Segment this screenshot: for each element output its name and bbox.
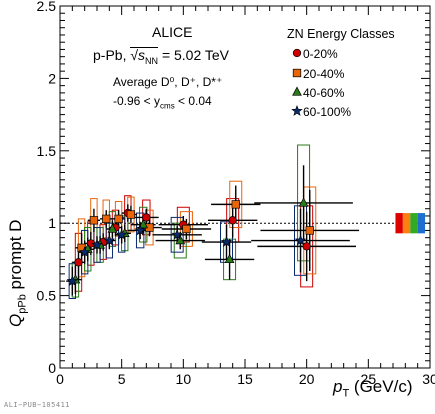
normalization-band	[402, 213, 411, 234]
data-point	[126, 210, 136, 219]
y-tick-label: 0	[48, 360, 56, 376]
legend-label: 40-60%	[303, 86, 345, 100]
x-tick-label: 30	[422, 371, 435, 387]
legend-label: 20-40%	[303, 67, 345, 81]
data-point	[142, 213, 151, 222]
data-point	[224, 253, 235, 264]
x-axis-label: pT (GeV/c)	[333, 377, 413, 400]
legend-marker	[291, 104, 303, 116]
data-point	[107, 223, 118, 233]
normalization-band	[395, 213, 403, 234]
data-point	[298, 197, 309, 207]
data-point	[66, 275, 79, 287]
normalization-band	[417, 213, 426, 234]
legend-label: 60-100%	[303, 105, 352, 119]
data-point	[220, 235, 233, 247]
legend-item-40-60: 40-60%	[303, 86, 344, 100]
data-point	[138, 219, 149, 229]
x-tick-label: 15	[237, 371, 253, 387]
x-tick-label: 25	[361, 371, 377, 387]
experiment-label: ALICE	[152, 24, 193, 40]
publication-id: ALI−PUB−105411	[4, 401, 71, 409]
legend-title: ZN Energy Classes	[287, 27, 395, 41]
data-point	[302, 242, 311, 251]
data-point	[134, 224, 146, 236]
x-tick-label: 10	[176, 371, 192, 387]
particle-label: Average D⁰, D⁺, D*⁺	[113, 75, 223, 89]
data-point	[78, 246, 91, 258]
y-tick-label: 2.5	[37, 0, 57, 14]
x-tick-label: 5	[118, 371, 126, 387]
legend-marker	[292, 48, 302, 58]
y-tick-label: 1	[48, 215, 56, 231]
legend-label: 0-20%	[303, 47, 338, 61]
data-point	[228, 216, 237, 225]
x-tick-label: 0	[56, 371, 64, 387]
data-point	[114, 214, 123, 224]
legend-marker	[292, 68, 302, 78]
data-point	[231, 200, 240, 209]
data-point	[175, 235, 186, 245]
rapidity-label: -0.96 < ycms < 0.04	[113, 94, 212, 111]
data-point	[305, 226, 314, 235]
y-tick-label: 0.5	[37, 288, 57, 304]
data-point	[89, 216, 99, 225]
data-point	[182, 224, 191, 234]
legend-item-0-20: 0-20%	[303, 47, 338, 61]
data-point	[74, 258, 83, 267]
data-point	[102, 214, 111, 224]
normalization-band	[410, 213, 418, 234]
legend-marker	[292, 86, 302, 96]
x-tick-label: 20	[299, 371, 315, 387]
system-energy-label: p-Pb, √sNN = 5.02 TeV	[93, 47, 230, 66]
data-point	[103, 234, 116, 246]
data-point	[294, 234, 307, 246]
y-tick-label: 2	[48, 70, 56, 86]
data-point	[91, 238, 103, 250]
y-tick-label: 1.5	[37, 143, 57, 159]
legend-item-60-100: 60-100%	[303, 105, 351, 119]
legend-item-20-40: 20-40%	[303, 67, 344, 81]
data-point	[115, 228, 128, 240]
data-point	[171, 228, 183, 240]
